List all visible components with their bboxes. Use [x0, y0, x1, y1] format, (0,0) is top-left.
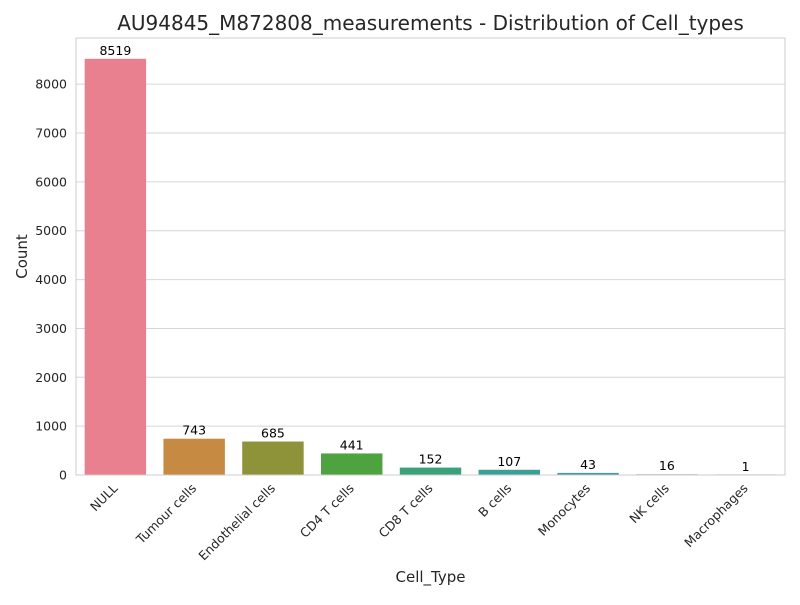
bar	[557, 472, 619, 475]
x-tick-label: B cells	[475, 481, 514, 520]
y-tick-labels: 0 1000 2000 3000 4000 5000 6000 7000 8000	[35, 77, 67, 483]
data-labels: 8519 743 685 441 152 107 43 16 1	[99, 43, 749, 474]
data-label: 107	[497, 454, 521, 469]
x-tick-label: CD8 T cells	[376, 481, 436, 541]
data-label: 685	[261, 426, 285, 441]
chart-title: AU94845_M872808_measurements - Distribut…	[117, 11, 744, 35]
x-tick-label: CD4 T cells	[297, 481, 357, 541]
y-tick-label: 8000	[35, 77, 67, 92]
x-tick-label: Monocytes	[535, 481, 593, 539]
y-axis-label: Count	[13, 234, 31, 279]
x-tick-label: Tumour cells	[132, 481, 199, 548]
grid-lines	[76, 83, 785, 476]
y-tick-label: 4000	[35, 272, 67, 287]
bar	[84, 58, 147, 475]
y-tick-label: 7000	[35, 126, 67, 141]
data-label: 8519	[99, 43, 131, 58]
x-tick-label: Endothelial cells	[195, 481, 278, 564]
bar	[163, 438, 225, 475]
y-tick-label: 2000	[35, 370, 67, 385]
data-label: 441	[340, 437, 364, 452]
x-tick-label: NULL	[87, 480, 121, 514]
x-tick-label: NK cells	[626, 481, 672, 527]
bar	[478, 469, 541, 475]
bar	[320, 453, 383, 475]
y-tick-label: 6000	[35, 174, 67, 189]
y-tick-label: 3000	[35, 321, 67, 336]
bar	[399, 467, 462, 475]
y-tick-label: 0	[59, 468, 67, 483]
data-label: 16	[659, 458, 675, 473]
y-tick-label: 1000	[35, 419, 67, 434]
bars	[84, 58, 777, 475]
data-label: 43	[580, 457, 596, 472]
y-tick-label: 5000	[35, 223, 67, 238]
x-axis-label: Cell_Type	[396, 568, 466, 587]
plot-frame	[75, 37, 786, 476]
data-label: 1	[742, 459, 750, 474]
bar	[242, 441, 304, 475]
data-label: 152	[419, 452, 443, 467]
data-label: 743	[182, 423, 206, 438]
x-tick-label: Macrophages	[681, 481, 751, 551]
